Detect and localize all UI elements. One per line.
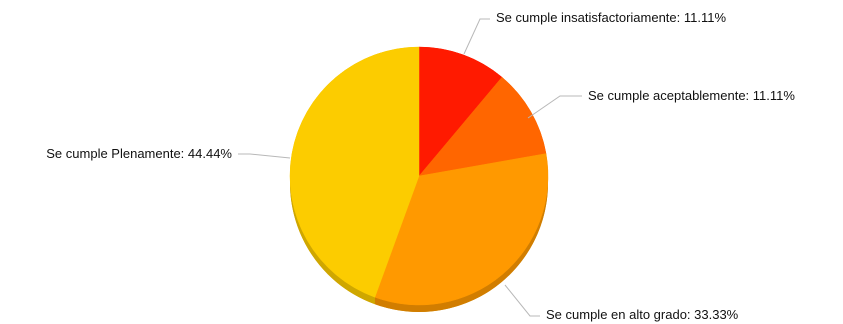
pie-slice-label: Se cumple aceptablemente: 11.11%	[588, 88, 795, 103]
pie-slice	[418, 46, 503, 177]
pie-slice	[289, 46, 420, 298]
pie-slices	[289, 46, 549, 306]
pie-leader-line	[504, 284, 540, 317]
pie-slice-label: Se cumple en alto grado: 33.33%	[546, 307, 739, 322]
pie-slice	[374, 153, 549, 306]
pie-slice	[418, 76, 547, 177]
pie-leader-line	[527, 95, 582, 119]
pie-slice-label: Se cumple Plenamente: 44.44%	[46, 146, 232, 161]
pie-slice-label: Se cumple insatisfactoriamente: 11.11%	[496, 10, 726, 25]
pie-leader-line	[238, 153, 291, 159]
pie-labels: Se cumple insatisfactoriamente: 11.11% Se…	[46, 10, 795, 322]
pie-leader-lines	[238, 18, 582, 317]
pie-leader-line	[463, 18, 490, 55]
